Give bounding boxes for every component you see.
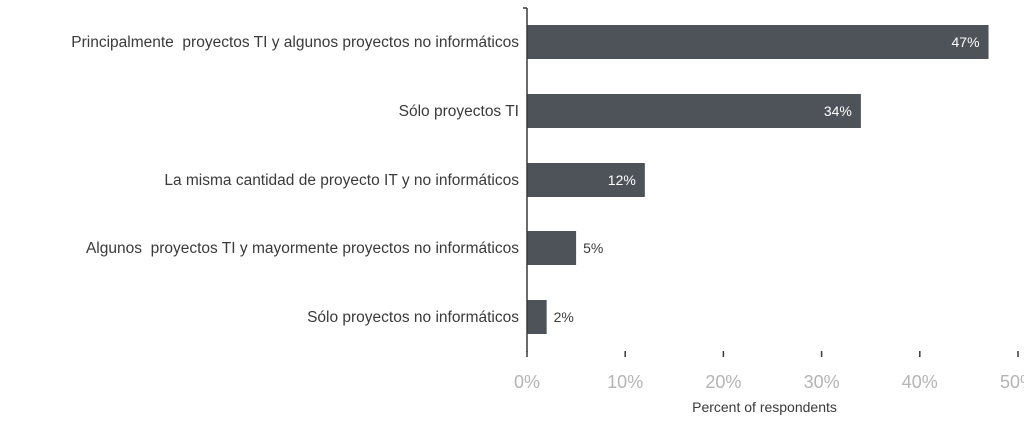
category-label-0: Principalmente proyectos TI y algunos pr… bbox=[71, 34, 519, 51]
x-tick-label-4: 40% bbox=[902, 372, 938, 392]
value-labels-group: 47% 34% 12% 5% 2% bbox=[554, 34, 980, 325]
value-label-3: 5% bbox=[583, 240, 603, 256]
bar-1 bbox=[527, 94, 861, 128]
x-tick-label-2: 20% bbox=[705, 372, 741, 392]
x-tick-label-1: 10% bbox=[607, 372, 643, 392]
bar-4 bbox=[527, 300, 547, 334]
category-label-3: Algunos proyectos TI y mayormente proyec… bbox=[86, 240, 519, 257]
category-label-2: La misma cantidad de proyecto IT y no in… bbox=[164, 172, 519, 189]
bar-2 bbox=[527, 163, 645, 197]
category-label-1: Sólo proyectos TI bbox=[399, 103, 519, 120]
x-ticks-group bbox=[523, 7, 1019, 357]
category-labels-group: Principalmente proyectos TI y algunos pr… bbox=[71, 34, 519, 326]
category-label-4: Sólo proyectos no informáticos bbox=[307, 309, 519, 326]
x-tick-labels-group: 0% 10% 20% 30% 40% 50% bbox=[514, 372, 1024, 392]
x-tick-label-3: 30% bbox=[804, 372, 840, 392]
value-label-0: 47% bbox=[952, 34, 980, 50]
x-tick-label-0: 0% bbox=[514, 372, 540, 392]
bars-group bbox=[527, 25, 989, 334]
x-axis-title: Percent of respondents bbox=[692, 399, 837, 415]
value-label-1: 34% bbox=[824, 103, 852, 119]
bar-0 bbox=[527, 25, 989, 59]
value-label-4: 2% bbox=[554, 309, 574, 325]
x-tick-label-5: 50% bbox=[1000, 372, 1024, 392]
value-label-2: 12% bbox=[608, 172, 636, 188]
bar-3 bbox=[527, 231, 577, 265]
